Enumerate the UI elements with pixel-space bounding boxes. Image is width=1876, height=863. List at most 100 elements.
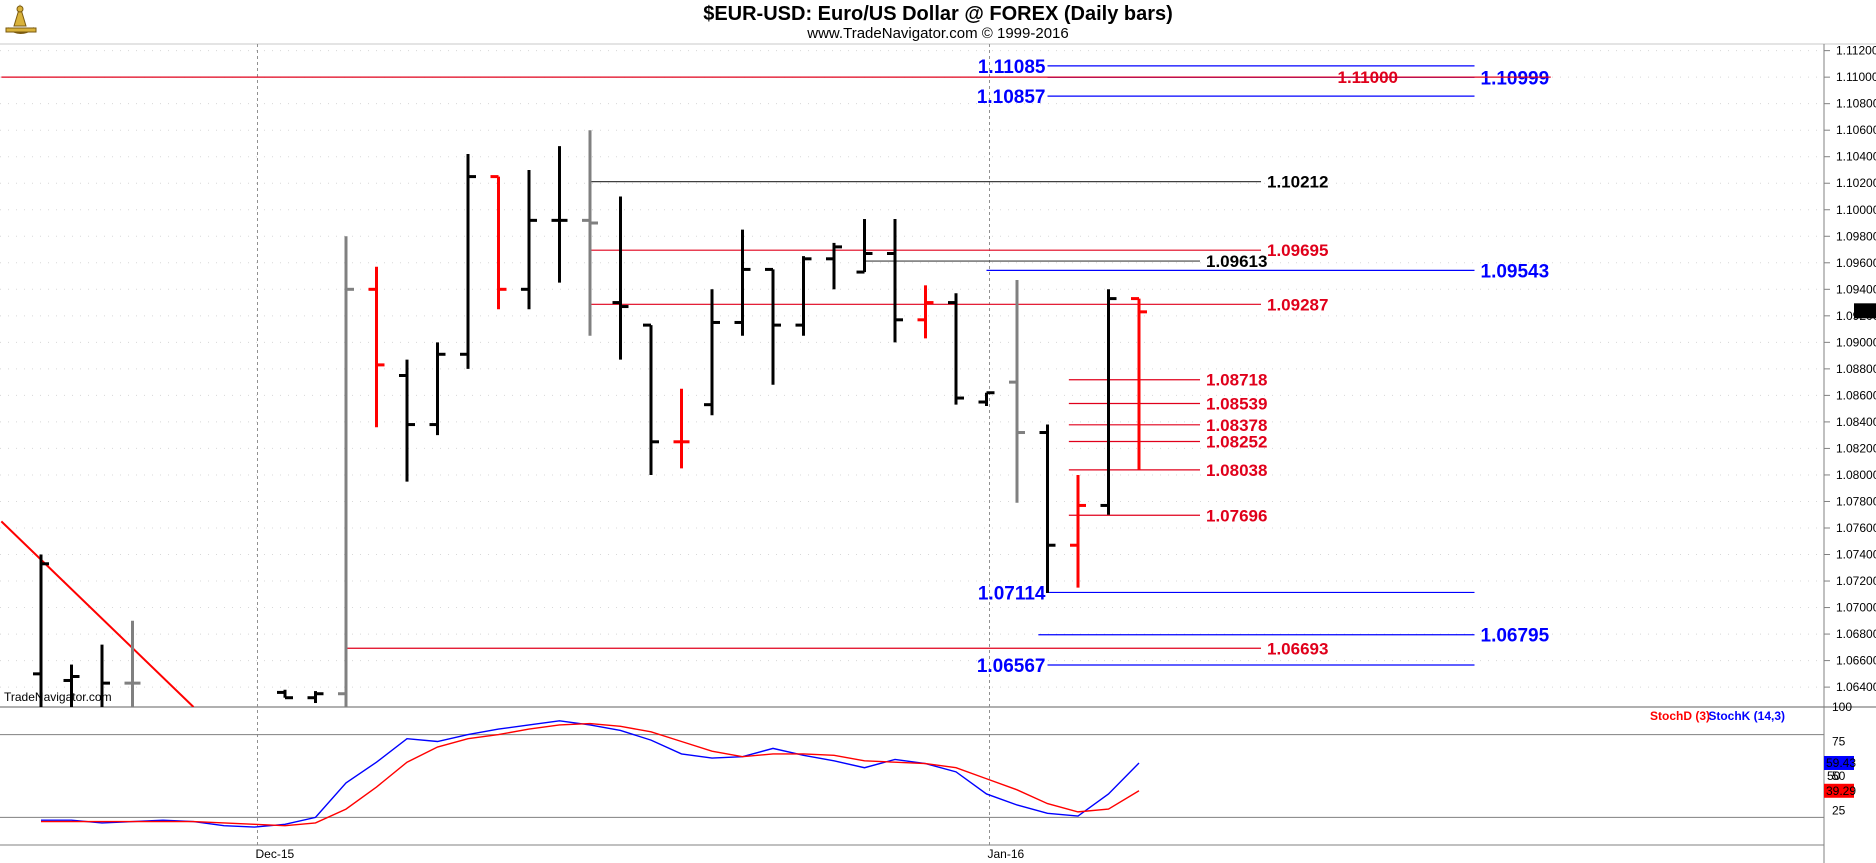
date-separators [257, 44, 990, 845]
level-label: 1.09287 [1267, 295, 1328, 314]
ohlc-bar [1039, 424, 1056, 593]
legend-stoch-d: StochD (3) [1650, 709, 1710, 723]
price-panel: 1.06400 1.06600 1.06800 1.07000 1.07200 1.074… [0, 43, 1876, 863]
ohlc-bar [33, 554, 49, 707]
ohlc-bar [887, 219, 903, 343]
ohlc-bar [978, 391, 995, 406]
ohlc-bar [490, 175, 507, 310]
stoch-tick-label: 25 [1832, 804, 1846, 818]
level-label: 1.11085 [978, 57, 1046, 78]
sextant-logo-icon [5, 4, 37, 34]
level-label: 1.10857 [977, 87, 1046, 108]
ohlc-bar [100, 644, 110, 707]
level-label: 1.06567 [977, 656, 1046, 677]
price-tick-label: 1.07400 [1836, 548, 1876, 562]
ohlc-bar [643, 323, 659, 475]
stoch-d-bg [1824, 783, 1854, 798]
ohlc-bar [368, 266, 385, 428]
ohlc-bar [1131, 297, 1147, 470]
price-tick-label: 1.09800 [1836, 229, 1876, 243]
legend-stoch-k: StochK (14,3) [1708, 709, 1785, 723]
price-tick-label: 1.08000 [1836, 468, 1876, 482]
stoch-d-value: 39.29 [1826, 784, 1856, 798]
logo [5, 4, 37, 34]
price-tick-label: 1.06800 [1836, 627, 1876, 641]
price-grid [0, 50, 1824, 688]
last-price-badge: 1.09234 [1854, 303, 1876, 319]
ohlc-bar [795, 256, 812, 336]
ohlc-bar [826, 242, 842, 290]
price-tick-label: 1.07800 [1836, 494, 1876, 508]
price-tick-label: 1.07600 [1836, 521, 1876, 535]
ohlc-bar [704, 289, 720, 416]
stoch-fifty-label: 50 [1827, 769, 1841, 783]
stoch-k-value: 59.43 [1826, 756, 1856, 770]
ohlc-bar [124, 620, 141, 707]
level-label: 1.06693 [1267, 639, 1328, 658]
ohlc-bar [1070, 474, 1086, 588]
date-axis-label: Jan-16 [988, 847, 1025, 861]
stoch-tick-label: 50 [1832, 769, 1846, 783]
price-tick-label: 1.11200 [1836, 44, 1876, 58]
ohlc-bar [1009, 280, 1025, 503]
ohlc-bar [917, 285, 934, 339]
stoch-k-value-badge: 59.43 [1824, 755, 1856, 770]
level-label: 1.08718 [1206, 371, 1267, 390]
price-tick-label: 1.06400 [1836, 680, 1876, 694]
last-price-bg [1854, 303, 1876, 319]
date-axis-label: Dec-15 [256, 847, 295, 861]
price-axis: 1.06400 1.06600 1.06800 1.07000 1.07200 1.074… [1824, 44, 1876, 694]
stoch-k-line [41, 720, 1140, 828]
price-tick-label: 1.09000 [1836, 335, 1876, 349]
level-label: 1.10999 [1481, 68, 1550, 89]
ohlc-bar [277, 689, 293, 700]
stoch-tick-label: 100 [1832, 700, 1852, 714]
price-tick-label: 1.09400 [1836, 282, 1876, 296]
level-label: 1.11000 [1337, 68, 1398, 87]
stoch-k-bg [1824, 755, 1854, 770]
level-label: 1.08378 [1206, 416, 1267, 435]
level-label: 1.07696 [1206, 506, 1267, 525]
ohlc-bars [33, 130, 1147, 707]
ohlc-bar [673, 388, 690, 469]
price-tick-label: 1.10600 [1836, 123, 1876, 137]
price-tick-label: 1.08600 [1836, 388, 1876, 402]
chart-subtitle: www.TradeNavigator.com © 1999-2016 [806, 25, 1068, 42]
ohlc-bar [338, 236, 354, 707]
level-label: 1.09543 [1481, 261, 1550, 282]
last-price-value: 1.09234 [1855, 304, 1876, 318]
stoch-d-line [41, 722, 1140, 827]
stochastic-grid [0, 734, 1824, 818]
level-label: 1.10212 [1267, 173, 1328, 192]
ohlc-bar [1100, 289, 1117, 515]
price-tick-label: 1.10200 [1836, 176, 1876, 190]
price-tick-label: 1.10000 [1836, 203, 1876, 217]
ohlc-bar [612, 196, 629, 360]
ohlc-bar [734, 229, 751, 336]
level-label: 1.09695 [1267, 241, 1328, 260]
ohlc-bar [307, 691, 324, 704]
level-label: 1.06795 [1481, 626, 1550, 647]
ohlc-bar [551, 146, 568, 283]
price-tick-label: 1.09600 [1836, 256, 1876, 270]
ohlc-bar [63, 664, 80, 707]
price-tick-label: 1.07200 [1836, 574, 1876, 588]
price-tick-label: 1.10400 [1836, 150, 1876, 164]
level-label: 1.09613 [1206, 252, 1267, 271]
price-tick-label: 1.11000 [1836, 70, 1876, 84]
price-tick-label: 1.10800 [1836, 97, 1876, 111]
chart-title: $EUR-USD: Euro/US Dollar @ FOREX (Daily … [703, 3, 1173, 25]
level-label: 1.08539 [1206, 394, 1267, 413]
price-tick-label: 1.08800 [1836, 362, 1876, 376]
ohlc-bar [460, 154, 476, 369]
stochastic-lines [41, 720, 1140, 828]
watermark: TradeNavigator.com [4, 690, 112, 704]
price-tick-label: 1.06600 [1836, 654, 1876, 668]
level-label: 1.08038 [1206, 461, 1267, 480]
ohlc-bar [429, 342, 446, 436]
level-label: 1.07114 [978, 583, 1046, 604]
stoch-tick-label: 75 [1832, 735, 1846, 749]
price-tick-label: 1.08400 [1836, 415, 1876, 429]
